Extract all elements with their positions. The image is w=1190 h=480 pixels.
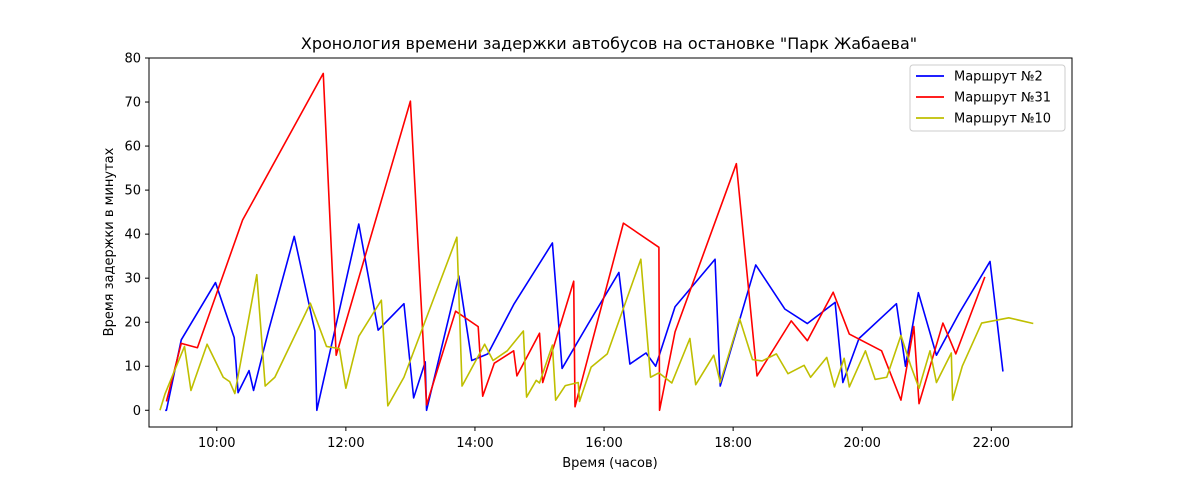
y-axis-label: Время задержки в минутах [102, 147, 117, 336]
x-tick-label: 18:00 [714, 436, 751, 451]
x-tick-label: 20:00 [843, 436, 880, 451]
chart-title: Хронология времени задержки автобусов на… [301, 34, 917, 53]
y-tick-label: 30 [124, 272, 141, 287]
x-tick-label: 10:00 [198, 436, 235, 451]
series-line-3 [159, 236, 1034, 411]
series-line-2 [165, 72, 986, 412]
y-tick-label: 0 [133, 404, 141, 419]
legend-label-3: Маршрут №10 [954, 112, 1051, 127]
y-tick-label: 80 [124, 52, 141, 67]
legend-box [909, 64, 1066, 132]
x-tick-label: 16:00 [585, 436, 622, 451]
y-tick-label: 10 [124, 360, 141, 375]
x-axis: 10:00 12:00 14:00 16:00 18:00 20:00 22:00 [198, 427, 1010, 451]
legend: Маршрут №2 Маршрут №31 Маршрут №10 [909, 64, 1066, 132]
y-axis: 0 10 20 30 40 50 60 70 80 [124, 52, 149, 419]
series-line-1 [165, 223, 1004, 412]
y-tick-label: 40 [124, 228, 141, 243]
y-tick-label: 20 [124, 316, 141, 331]
x-tick-label: 14:00 [456, 436, 493, 451]
legend-label-1: Маршрут №2 [954, 70, 1043, 85]
series-layer [159, 72, 1034, 412]
x-tick-label: 12:00 [327, 436, 364, 451]
y-tick-label: 60 [124, 140, 141, 155]
x-tick-label: 22:00 [973, 436, 1010, 451]
legend-label-2: Маршрут №31 [954, 91, 1051, 106]
y-tick-label: 50 [124, 184, 141, 199]
plot-frame [148, 57, 1073, 428]
x-axis-label: Время (часов) [562, 456, 657, 471]
y-tick-label: 70 [124, 96, 141, 111]
